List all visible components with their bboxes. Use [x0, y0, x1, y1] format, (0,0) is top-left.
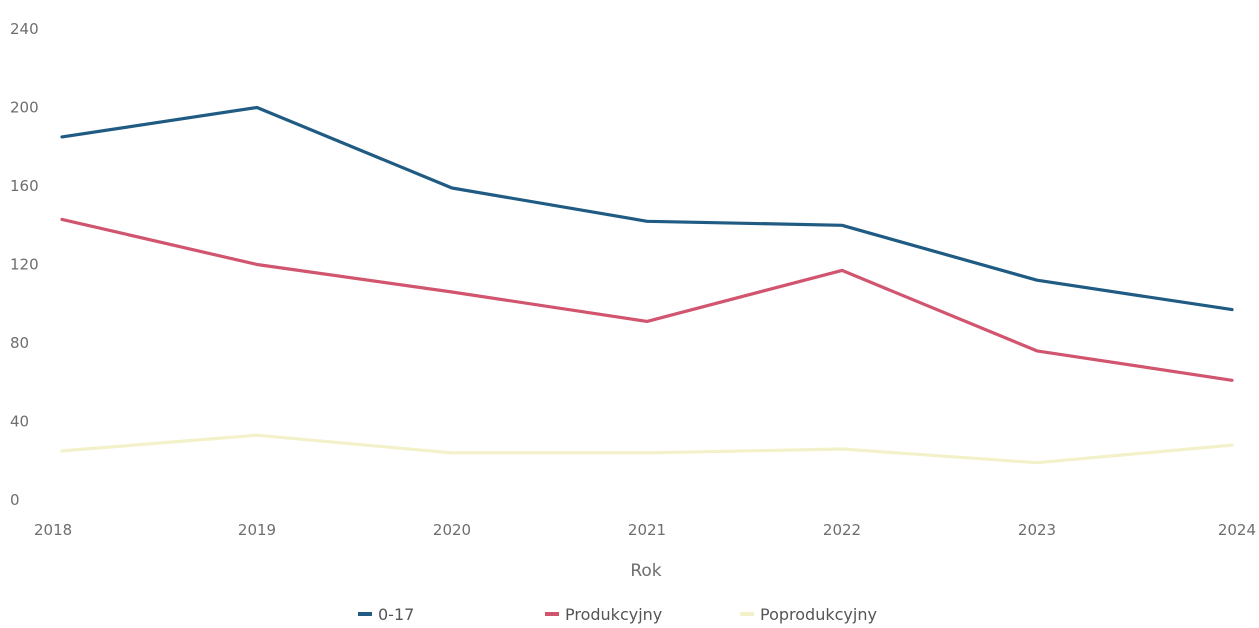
legend[interactable]: 0-17 Produkcyjny Poprodukcyjny: [358, 605, 877, 624]
x-tick-label: 2024: [1218, 521, 1256, 539]
legend-item-poprodukcyjny[interactable]: Poprodukcyjny: [740, 605, 877, 624]
y-tick-label: 160: [10, 177, 39, 195]
y-tick-label: 0: [10, 491, 20, 509]
x-tick-label: 2018: [34, 521, 72, 539]
x-tick-label: 2021: [628, 521, 666, 539]
x-axis-ticks: 2018 2019 2020 2021 2022 2023 2024: [34, 521, 1256, 539]
legend-swatch: [740, 612, 754, 616]
x-axis-title: Rok: [630, 561, 661, 581]
y-tick-label: 40: [10, 413, 29, 431]
legend-swatch: [545, 612, 559, 616]
legend-item-produkcyjny[interactable]: Produkcyjny: [545, 605, 662, 624]
legend-swatch: [358, 612, 372, 616]
y-tick-label: 200: [10, 99, 39, 117]
y-tick-label: 240: [10, 20, 39, 38]
y-axis-ticks: 0 40 80 120 160 200 240: [10, 20, 39, 509]
series-lines: [60, 105, 1234, 465]
legend-item-0-17[interactable]: 0-17: [358, 605, 414, 624]
legend-label: 0-17: [378, 605, 414, 624]
y-tick-label: 80: [10, 334, 29, 352]
series-line-produkcyjny: [60, 217, 1234, 382]
x-tick-label: 2020: [433, 521, 471, 539]
x-tick-label: 2023: [1018, 521, 1056, 539]
series-line-0-17: [60, 105, 1234, 312]
x-tick-label: 2022: [823, 521, 861, 539]
legend-label: Produkcyjny: [565, 605, 662, 624]
y-tick-label: 120: [10, 256, 39, 274]
series-line-poprodukcyjny: [60, 433, 1234, 465]
x-tick-label: 2019: [238, 521, 276, 539]
legend-label: Poprodukcyjny: [760, 605, 877, 624]
